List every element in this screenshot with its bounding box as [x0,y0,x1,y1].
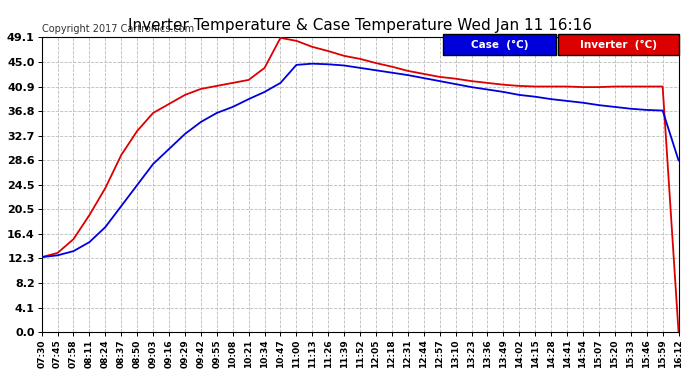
Text: Copyright 2017 Cartronics.com: Copyright 2017 Cartronics.com [41,24,194,34]
Title: Inverter Temperature & Case Temperature Wed Jan 11 16:16: Inverter Temperature & Case Temperature … [128,18,592,33]
